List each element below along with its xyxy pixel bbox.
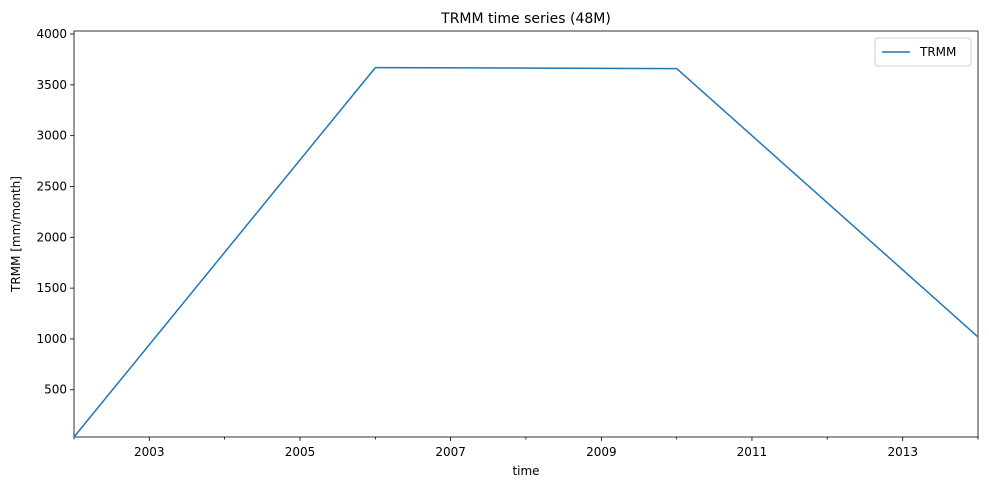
x-axis-label: time [512, 464, 539, 478]
series-layer [73, 66, 979, 438]
x-axis: 2003 2005 2007 2009 2011 2013 [73, 437, 979, 459]
y-tick-label: 1000 [36, 332, 67, 346]
y-tick-label: 2000 [36, 230, 67, 244]
y-tick-label: 1500 [36, 281, 67, 295]
y-tick-label: 2500 [36, 179, 67, 193]
x-tick-label: 2009 [586, 445, 617, 459]
y-tick-label: 500 [44, 383, 67, 397]
x-tick-label: 2003 [134, 445, 165, 459]
chart-title: TRMM time series (48M) [440, 11, 611, 27]
x-tick-label: 2005 [285, 445, 316, 459]
series-line-trmm [73, 66, 979, 438]
legend-box [874, 37, 972, 67]
y-axis: 500 1000 1500 2000 2500 3000 3500 4000 [36, 27, 74, 397]
plot-area: 500 1000 1500 2000 2500 3000 3500 4000 2003 2005… [36, 27, 979, 459]
plot-frame [73, 30, 979, 438]
x-tick-label: 2011 [737, 445, 768, 459]
legend: TRMM [874, 37, 972, 67]
y-tick-label: 3500 [36, 78, 67, 92]
y-axis-label: TRMM [mm/month] [9, 176, 23, 293]
y-tick-label: 3000 [36, 129, 67, 143]
x-tick-label: 2007 [435, 445, 466, 459]
x-tick-label: 2013 [887, 445, 918, 459]
legend-label: TRMM [919, 45, 956, 59]
y-tick-label: 4000 [36, 27, 67, 41]
